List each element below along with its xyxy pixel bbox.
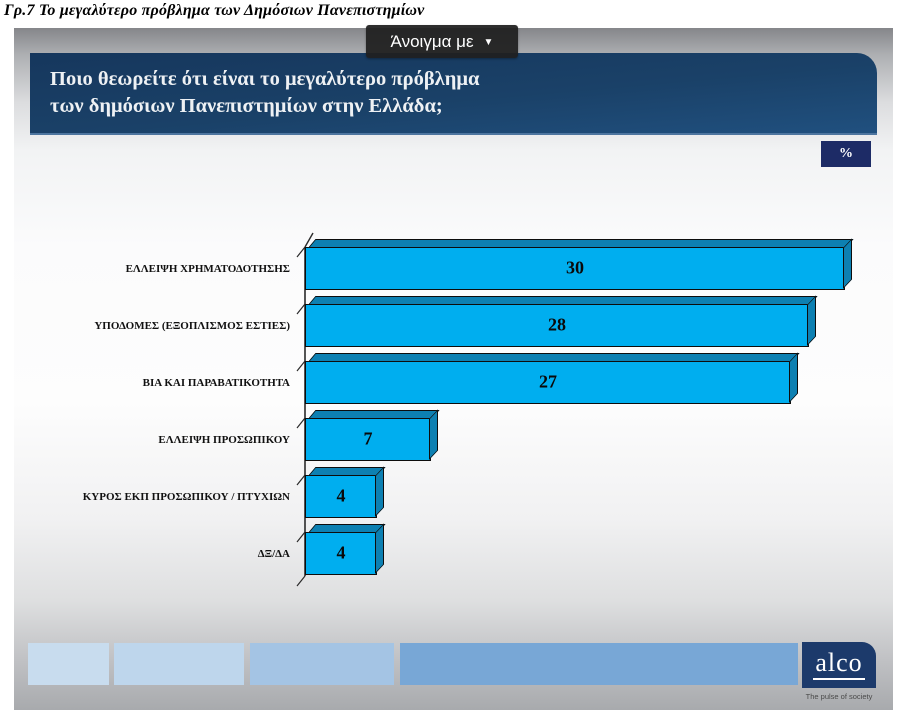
bar-3: 27 <box>305 352 800 404</box>
bar-value-label: 7 <box>363 427 373 448</box>
bar-side-face <box>429 409 438 460</box>
open-with-button[interactable]: Άνοιγμα με ▼ <box>366 25 518 58</box>
alco-logo-text: alco <box>813 650 865 680</box>
bar-side-face <box>375 466 384 517</box>
chart-row: ΕΛΛΕΙΨΗ ΧΡΗΜΑΤΟΔΟΤΗΣΗΣ 30 <box>14 238 893 290</box>
footer-strip <box>28 643 109 685</box>
question-title: Ποιο θεωρείτε ότι είναι το μεγαλύτερο πρ… <box>30 53 877 135</box>
question-title-line2: των δημόσιων Πανεπιστημίων στην Ελλάδα; <box>50 95 443 118</box>
bar-2: 28 <box>305 295 818 347</box>
category-label: ΒΙΑ ΚΑΙ ΠΑΡΑΒΑΤΙΚΟΤΗΤΑ <box>142 376 290 389</box>
bar-value-label: 27 <box>539 370 557 391</box>
footer-strip <box>114 643 244 685</box>
bar-top-face <box>308 467 386 476</box>
bar-side-face <box>807 295 816 346</box>
chart-axis <box>296 232 314 587</box>
bar-6: 4 <box>305 523 386 575</box>
category-label: ΕΛΛΕΙΨΗ ΠΡΟΣΩΠΙΚΟΥ <box>158 433 290 446</box>
bar-side-face <box>843 238 852 289</box>
figure-caption: Γρ.7 Το μεγαλύτερο πρόβλημα των Δημόσιων… <box>4 2 425 19</box>
bar-value-label: 30 <box>566 256 584 277</box>
bar-5: 4 <box>305 466 386 518</box>
footer-strip <box>400 643 798 685</box>
percent-unit-badge: % <box>821 141 871 167</box>
bar-top-face <box>308 296 818 305</box>
bar-value-label: 28 <box>548 313 566 334</box>
bar-side-face <box>375 523 384 574</box>
bar-top-face <box>308 239 854 248</box>
bar-1: 30 <box>305 238 854 290</box>
bar-top-face <box>308 353 800 362</box>
alco-tagline: The pulse of society <box>805 692 873 701</box>
bar-side-face <box>789 352 798 403</box>
chevron-down-icon: ▼ <box>483 36 494 48</box>
chart-row: ΒΙΑ ΚΑΙ ΠΑΡΑΒΑΤΙΚΟΤΗΤΑ 27 <box>14 352 893 404</box>
open-with-label: Άνοιγμα με <box>390 31 474 51</box>
chart-row: ΚΥΡΟΣ ΕΚΠ ΠΡΟΣΩΠΙΚΟΥ / ΠΤΥΧΙΩΝ 4 <box>14 466 893 518</box>
chart-row: ΕΛΛΕΙΨΗ ΠΡΟΣΩΠΙΚΟΥ 7 <box>14 409 893 461</box>
question-title-line1: Ποιο θεωρείτε ότι είναι το μεγαλύτερο πρ… <box>50 68 480 90</box>
category-label: ΚΥΡΟΣ ΕΚΠ ΠΡΟΣΩΠΙΚΟΥ / ΠΤΥΧΙΩΝ <box>82 490 290 503</box>
chart-row: ΔΞ/ΔΑ 4 <box>14 523 893 575</box>
slide-canvas: Ποιο θεωρείτε ότι είναι το μεγαλύτερο πρ… <box>14 28 893 710</box>
bar-value-label: 4 <box>336 541 346 562</box>
bar-value-label: 4 <box>336 484 346 505</box>
bar-4: 7 <box>305 409 440 461</box>
category-label: ΕΛΛΕΙΨΗ ΧΡΗΜΑΤΟΔΟΤΗΣΗΣ <box>125 262 290 275</box>
bar-chart: ΕΛΛΕΙΨΗ ΧΡΗΜΑΤΟΔΟΤΗΣΗΣ 30 ΥΠΟΔΟΜΕΣ (ΕΞΟΠΛΙ… <box>14 28 893 710</box>
bar-top-face <box>308 524 386 533</box>
alco-logo: alco <box>802 642 876 688</box>
bar-top-face <box>308 410 440 419</box>
category-label: ΔΞ/ΔΑ <box>257 547 290 560</box>
chart-row: ΥΠΟΔΟΜΕΣ (ΕΞΟΠΛΙΣΜΟΣ ΕΣΤΙΕΣ) 28 <box>14 295 893 347</box>
category-label: ΥΠΟΔΟΜΕΣ (ΕΞΟΠΛΙΣΜΟΣ ΕΣΤΙΕΣ) <box>94 319 290 332</box>
footer-strip <box>250 643 394 685</box>
